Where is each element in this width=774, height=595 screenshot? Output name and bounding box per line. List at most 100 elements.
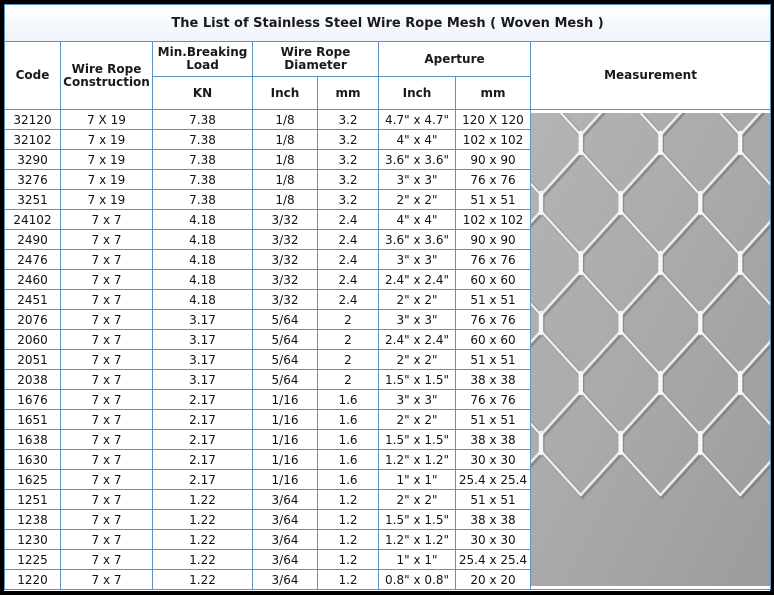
cell-code: 3276 xyxy=(4,169,61,190)
cell-aperture-inch: 2" x 2" xyxy=(378,349,456,370)
cell-load: 3.17 xyxy=(152,329,253,350)
cell-aperture-inch: 4" x 4" xyxy=(378,129,456,150)
table-row: 2060 7 x 7 3.17 5/64 2 2.4" x 2.4" 60 x 60 xyxy=(4,329,771,350)
cell-aperture-mm: 60 x 60 xyxy=(455,329,531,350)
cell-code: 32120 xyxy=(4,109,61,130)
cell-diameter-inch: 5/64 xyxy=(252,309,318,330)
cell-code: 2060 xyxy=(4,329,61,350)
cell-construction: 7 x 19 xyxy=(60,189,153,210)
cell-diameter-mm: 1.2 xyxy=(317,509,379,530)
cell-load: 7.38 xyxy=(152,129,253,150)
cell-aperture-inch: 4" x 4" xyxy=(378,209,456,230)
cell-diameter-inch: 1/16 xyxy=(252,429,318,450)
cell-load: 4.18 xyxy=(152,229,253,250)
cell-code: 1251 xyxy=(4,489,61,510)
cell-aperture-mm: 76 x 76 xyxy=(455,309,531,330)
cell-aperture-inch: 3" x 3" xyxy=(378,249,456,270)
cell-code: 1676 xyxy=(4,389,61,410)
wire-mesh-photo xyxy=(531,113,770,586)
cell-diameter-mm: 3.2 xyxy=(317,129,379,150)
cell-code: 2490 xyxy=(4,229,61,250)
cell-construction: 7 x 7 xyxy=(60,529,153,550)
header-load: Min.Breaking Load xyxy=(152,41,253,77)
cell-aperture-mm: 120 X 120 xyxy=(455,109,531,130)
cell-aperture-mm: 51 x 51 xyxy=(455,409,531,430)
cell-diameter-mm: 1.6 xyxy=(317,409,379,430)
cell-diameter-mm: 1.2 xyxy=(317,569,379,590)
cell-diameter-inch: 1/16 xyxy=(252,409,318,430)
table-row: 2038 7 x 7 3.17 5/64 2 1.5" x 1.5" 38 x 38 xyxy=(4,369,771,390)
cell-construction: 7 x 7 xyxy=(60,369,153,390)
cell-construction: 7 x 7 xyxy=(60,469,153,490)
header-code: Code xyxy=(4,41,61,110)
cell-code: 24102 xyxy=(4,209,61,230)
table-row: 3276 7 x 19 7.38 1/8 3.2 3" x 3" 76 x 76 xyxy=(4,169,771,190)
header-diameter: Wire Rope Diameter xyxy=(252,41,379,77)
cell-diameter-mm: 3.2 xyxy=(317,149,379,170)
cell-diameter-inch: 1/8 xyxy=(252,129,318,150)
cell-diameter-inch: 3/64 xyxy=(252,509,318,530)
cell-diameter-mm: 2.4 xyxy=(317,209,379,230)
cell-diameter-mm: 1.6 xyxy=(317,429,379,450)
cell-diameter-mm: 2 xyxy=(317,349,379,370)
cell-construction: 7 x 7 xyxy=(60,489,153,510)
cell-construction: 7 x 7 xyxy=(60,269,153,290)
cell-code: 2451 xyxy=(4,289,61,310)
cell-load: 2.17 xyxy=(152,429,253,450)
cell-construction: 7 x 7 xyxy=(60,329,153,350)
cell-diameter-inch: 3/64 xyxy=(252,529,318,550)
cell-diameter-inch: 1/8 xyxy=(252,169,318,190)
header-aperture-inch: Inch xyxy=(378,76,456,110)
cell-diameter-mm: 2.4 xyxy=(317,249,379,270)
cell-load: 1.22 xyxy=(152,529,253,550)
cell-diameter-mm: 3.2 xyxy=(317,189,379,210)
table-row: 1230 7 x 7 1.22 3/64 1.2 1.2" x 1.2" 30 x 30 xyxy=(4,529,771,550)
cell-diameter-inch: 3/32 xyxy=(252,229,318,250)
table-row: 32120 7 X 19 7.38 1/8 3.2 4.7" x 4.7" 120 X 12… xyxy=(4,109,772,590)
header-aperture: Aperture xyxy=(378,41,531,77)
cell-load: 4.18 xyxy=(152,269,253,290)
cell-load: 7.38 xyxy=(152,169,253,190)
cell-construction: 7 x 7 xyxy=(60,209,153,230)
cell-diameter-inch: 3/32 xyxy=(252,209,318,230)
cell-construction: 7 x 7 xyxy=(60,349,153,370)
table-title: The List of Stainless Steel Wire Rope Me… xyxy=(3,4,772,42)
cell-diameter-mm: 3.2 xyxy=(317,169,379,190)
cell-aperture-inch: 3" x 3" xyxy=(378,169,456,190)
cell-load: 4.18 xyxy=(152,289,253,310)
spec-sheet: The List of Stainless Steel Wire Rope Me… xyxy=(3,4,772,591)
cell-aperture-mm: 102 x 102 xyxy=(455,129,531,150)
cell-diameter-mm: 2 xyxy=(317,309,379,330)
cell-diameter-mm: 1.2 xyxy=(317,489,379,510)
measurement-image-cell xyxy=(529,109,772,590)
cell-construction: 7 x 7 xyxy=(60,389,153,410)
cell-aperture-mm: 76 x 76 xyxy=(455,249,531,270)
cell-load: 1.22 xyxy=(152,509,253,530)
cell-code: 1630 xyxy=(4,449,61,470)
cell-aperture-inch: 2" x 2" xyxy=(378,489,456,510)
cell-construction: 7 x 7 xyxy=(60,429,153,450)
cell-aperture-mm: 38 x 38 xyxy=(455,509,531,530)
cell-diameter-inch: 3/32 xyxy=(252,289,318,310)
cell-diameter-mm: 2.4 xyxy=(317,289,379,310)
cell-load: 2.17 xyxy=(152,469,253,490)
cell-aperture-inch: 1" x 1" xyxy=(378,549,456,570)
cell-aperture-mm: 60 x 60 xyxy=(455,269,531,290)
table-row: 1225 7 x 7 1.22 3/64 1.2 1" x 1" 25.4 x 25.4 xyxy=(4,549,771,570)
cell-construction: 7 x 7 xyxy=(60,249,153,270)
table-row: 1220 7 x 7 1.22 3/64 1.2 0.8" x 0.8" 20 x 20 xyxy=(4,569,771,590)
cell-load: 2.17 xyxy=(152,389,253,410)
cell-load: 3.17 xyxy=(152,369,253,390)
table-row: 2051 7 x 7 3.17 5/64 2 2" x 2" 51 x 51 xyxy=(4,349,771,370)
cell-aperture-inch: 1.5" x 1.5" xyxy=(378,369,456,390)
cell-aperture-inch: 2" x 2" xyxy=(378,289,456,310)
table-row: 1238 7 x 7 1.22 3/64 1.2 1.5" x 1.5" 38 x 38 xyxy=(4,509,771,530)
cell-aperture-mm: 51 x 51 xyxy=(455,349,531,370)
cell-load: 2.17 xyxy=(152,449,253,470)
table-row: 3251 7 x 19 7.38 1/8 3.2 2" x 2" 51 x 51 xyxy=(4,189,771,210)
cell-diameter-inch: 3/64 xyxy=(252,549,318,570)
cell-construction: 7 x 7 xyxy=(60,289,153,310)
cell-aperture-mm: 20 x 20 xyxy=(455,569,531,590)
cell-diameter-mm: 1.6 xyxy=(317,389,379,410)
cell-load: 2.17 xyxy=(152,409,253,430)
